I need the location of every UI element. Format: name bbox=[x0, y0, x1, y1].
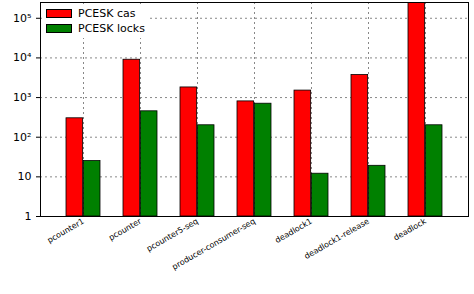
svg-text:pcounter1: pcounter1 bbox=[46, 217, 86, 245]
svg-text:pcounter5-seq: pcounter5-seq bbox=[145, 217, 200, 254]
svg-text:pcounter: pcounter bbox=[107, 216, 143, 242]
svg-text:10⁵: 10⁵ bbox=[13, 12, 31, 25]
svg-text:1: 1 bbox=[25, 210, 32, 223]
html-text:PCESK locks: PCESK locks bbox=[78, 22, 145, 35]
svg-text:producer-consumer-seq: producer-consumer-seq bbox=[171, 217, 257, 272]
html-text:PCESK cas: PCESK cas bbox=[78, 7, 136, 20]
svg-text:deadlock: deadlock bbox=[392, 216, 428, 242]
svg-text:10⁴: 10⁴ bbox=[13, 51, 32, 64]
svg-text:10²: 10² bbox=[13, 131, 31, 144]
svg-text:10³: 10³ bbox=[13, 91, 31, 104]
svg-text:deadlock1: deadlock1 bbox=[274, 217, 314, 245]
svg-text:deadlock1-release: deadlock1-release bbox=[303, 217, 371, 261]
svg-text:10: 10 bbox=[18, 170, 32, 183]
